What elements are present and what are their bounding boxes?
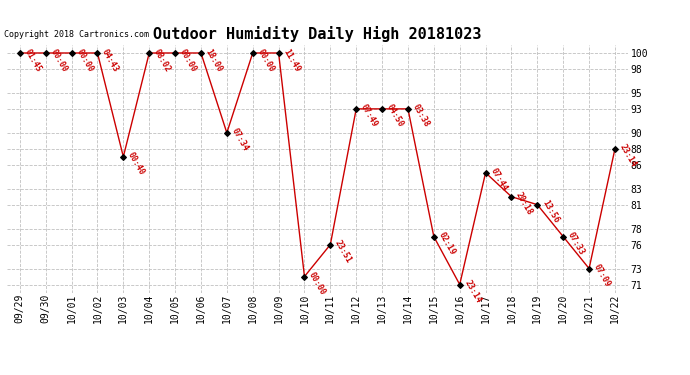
Point	[118, 154, 129, 160]
Point	[273, 50, 284, 56]
Point	[454, 282, 465, 288]
Text: 07:34: 07:34	[230, 127, 250, 153]
Text: 20:18: 20:18	[514, 191, 535, 217]
Text: 03:38: 03:38	[411, 103, 431, 129]
Text: 08:02: 08:02	[152, 47, 172, 73]
Text: 11:49: 11:49	[282, 47, 302, 73]
Text: 07:09: 07:09	[592, 262, 612, 289]
Text: 23:14: 23:14	[462, 279, 483, 305]
Point	[351, 106, 362, 112]
Text: 00:00: 00:00	[75, 47, 95, 73]
Text: 02:19: 02:19	[437, 231, 457, 257]
Point	[532, 202, 543, 208]
Point	[144, 50, 155, 56]
Point	[221, 130, 233, 136]
Text: 13:56: 13:56	[540, 199, 560, 225]
Text: Humidity  (%): Humidity (%)	[528, 32, 604, 42]
Text: 00:40: 00:40	[126, 151, 146, 177]
Point	[480, 170, 491, 176]
Text: 07:33: 07:33	[566, 231, 586, 257]
Text: 23:51: 23:51	[333, 239, 353, 265]
Text: 01:45: 01:45	[23, 47, 43, 73]
Text: Copyright 2018 Cartronics.com: Copyright 2018 Cartronics.com	[4, 30, 149, 39]
Text: 07:44: 07:44	[489, 167, 509, 193]
Point	[14, 50, 26, 56]
Point	[558, 234, 569, 240]
Point	[247, 50, 258, 56]
Point	[92, 50, 103, 56]
Point	[377, 106, 388, 112]
Text: 04:43: 04:43	[100, 47, 121, 73]
Text: 23:14: 23:14	[618, 143, 638, 169]
Point	[506, 194, 517, 200]
Point	[402, 106, 413, 112]
Point	[428, 234, 440, 240]
Point	[325, 242, 336, 248]
Text: 07:49: 07:49	[359, 103, 380, 129]
Point	[170, 50, 181, 56]
Text: 00:00: 00:00	[255, 47, 276, 73]
Text: 00:00: 00:00	[307, 271, 328, 297]
Point	[609, 146, 620, 152]
Text: 04:50: 04:50	[385, 103, 405, 129]
Point	[66, 50, 77, 56]
Point	[40, 50, 51, 56]
Text: 00:00: 00:00	[48, 47, 69, 73]
Text: 18:00: 18:00	[204, 47, 224, 73]
Title: Outdoor Humidity Daily High 20181023: Outdoor Humidity Daily High 20181023	[153, 27, 482, 42]
Point	[584, 266, 595, 272]
Text: 00:00: 00:00	[178, 47, 198, 73]
Point	[195, 50, 206, 56]
Point	[299, 273, 310, 279]
